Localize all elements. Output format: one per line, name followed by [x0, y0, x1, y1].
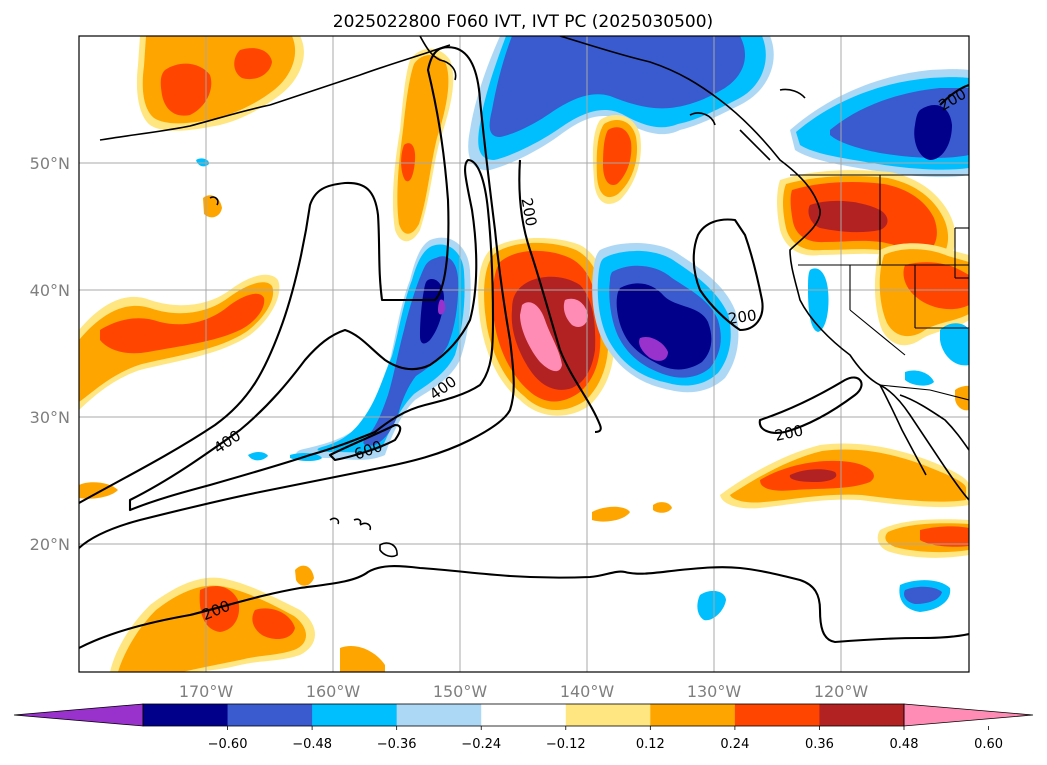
lon-label-150w: 150°W: [433, 682, 488, 701]
colorbar-swatch: [227, 704, 313, 726]
colorbar-tick-label: 0.12: [636, 737, 665, 752]
lat-label-40n: 40°N: [30, 281, 70, 300]
northeast-negative-region: [790, 69, 969, 178]
graticule: [79, 36, 969, 672]
coastlines: [99, 36, 969, 558]
small-blue-patch-8: [905, 370, 934, 386]
colorbar-tick-label: 0.60: [974, 737, 1003, 752]
map-title: 2025022800 F060 IVT, IVT PC (2025030500): [333, 12, 713, 32]
colorbar-tick-label: 0.24: [720, 737, 749, 752]
political-borders: [790, 174, 969, 401]
small-blue-patch-9: [940, 323, 969, 366]
colorbar-swatch: [481, 704, 567, 726]
lon-label-120w: 120°W: [814, 682, 869, 701]
vertical-positive-streak: [392, 48, 454, 242]
contour-label-200-north: 200: [518, 196, 541, 227]
lon-label-170w: 170°W: [179, 682, 234, 701]
colorbar-extend-left: [13, 703, 144, 727]
latitude-labels: 50°N 40°N 30°N 20°N: [30, 154, 70, 554]
colorbar-outline: [142, 703, 905, 727]
small-blue-patch-7: [248, 452, 268, 461]
colorbar-tick-label: 0.48: [890, 737, 919, 752]
contour-200-main: [79, 46, 515, 549]
contour-200-far-northeast: [939, 84, 969, 106]
colorbar-tick-label: 0.36: [805, 737, 834, 752]
lon-label-160w: 160°W: [306, 682, 361, 701]
colorbar-swatch: [650, 704, 736, 726]
map-plot-area: 200 200 200 200 400 400 600 200: [79, 36, 969, 672]
colorbar-swatch: [565, 704, 651, 726]
lon-label-130w: 130°W: [687, 682, 742, 701]
contour-600: [328, 423, 402, 462]
colorbar: −0.60 −0.48 −0.36 −0.24 −0.12 0.12 0.24 0.36 0.4…: [13, 703, 1034, 752]
colorbar-swatch: [819, 704, 905, 726]
west-pacific-positive-band: [79, 274, 280, 410]
lower-right-positive-region: [877, 519, 969, 558]
contour-200-south: [79, 565, 969, 649]
lon-label-140w: 140°W: [560, 682, 615, 701]
contour-200-subtropical: [758, 376, 863, 434]
map-frame: [78, 35, 970, 673]
pacific-northwest-positive-region: [777, 170, 956, 271]
subtropical-positive-band: [720, 443, 969, 509]
southwest-positive-region: [110, 577, 315, 672]
lat-label-30n: 30°N: [30, 408, 70, 427]
contour-200-east: [518, 159, 602, 434]
small-blue-patch-4: [808, 268, 829, 332]
small-yellow-patch-3: [340, 645, 385, 672]
ivt-contours: [79, 46, 969, 649]
contour-200-northeast: [692, 218, 764, 332]
small-positive-region-140w: [592, 115, 641, 204]
colorbar-ticks: −0.60 −0.48 −0.36 −0.24 −0.12 0.12 0.24 0.36 0.4…: [208, 726, 1003, 752]
gulf-negative-region: [468, 36, 774, 171]
lat-label-50n: 50°N: [30, 154, 70, 173]
contour-label-200-subtropical: 200: [773, 421, 805, 445]
small-yellow-patch-2: [295, 565, 314, 586]
small-yellow-patch-7: [653, 502, 672, 513]
contour-label-200-east: 200: [727, 306, 758, 328]
colorbar-swatch: [396, 704, 482, 726]
shaded-fields: [79, 36, 969, 672]
east-negative-region: [592, 243, 739, 393]
aleutian-positive-region: [136, 36, 304, 131]
colorbar-tick-label: −0.24: [461, 737, 501, 752]
small-blue-patch-3: [904, 586, 942, 604]
lat-label-20n: 20°N: [30, 535, 70, 554]
colorbar-swatch: [734, 704, 820, 726]
colorbar-swatch: [312, 704, 398, 726]
colorbar-extend-right: [903, 703, 1034, 727]
colorbar-tick-label: −0.36: [377, 737, 417, 752]
great-basin-positive-region: [874, 243, 969, 346]
longitude-labels: 170°W 160°W 150°W 140°W 130°W 120°W: [179, 682, 869, 701]
small-yellow-patch-1: [592, 506, 630, 522]
contour-400: [128, 158, 495, 512]
colorbar-tick-label: −0.60: [208, 737, 248, 752]
small-blue-patch-1: [697, 590, 726, 621]
colorbar-segments: [143, 704, 905, 726]
colorbar-tick-label: −0.12: [546, 737, 586, 752]
colorbar-tick-label: −0.48: [292, 737, 332, 752]
colorbar-swatch: [143, 704, 229, 726]
